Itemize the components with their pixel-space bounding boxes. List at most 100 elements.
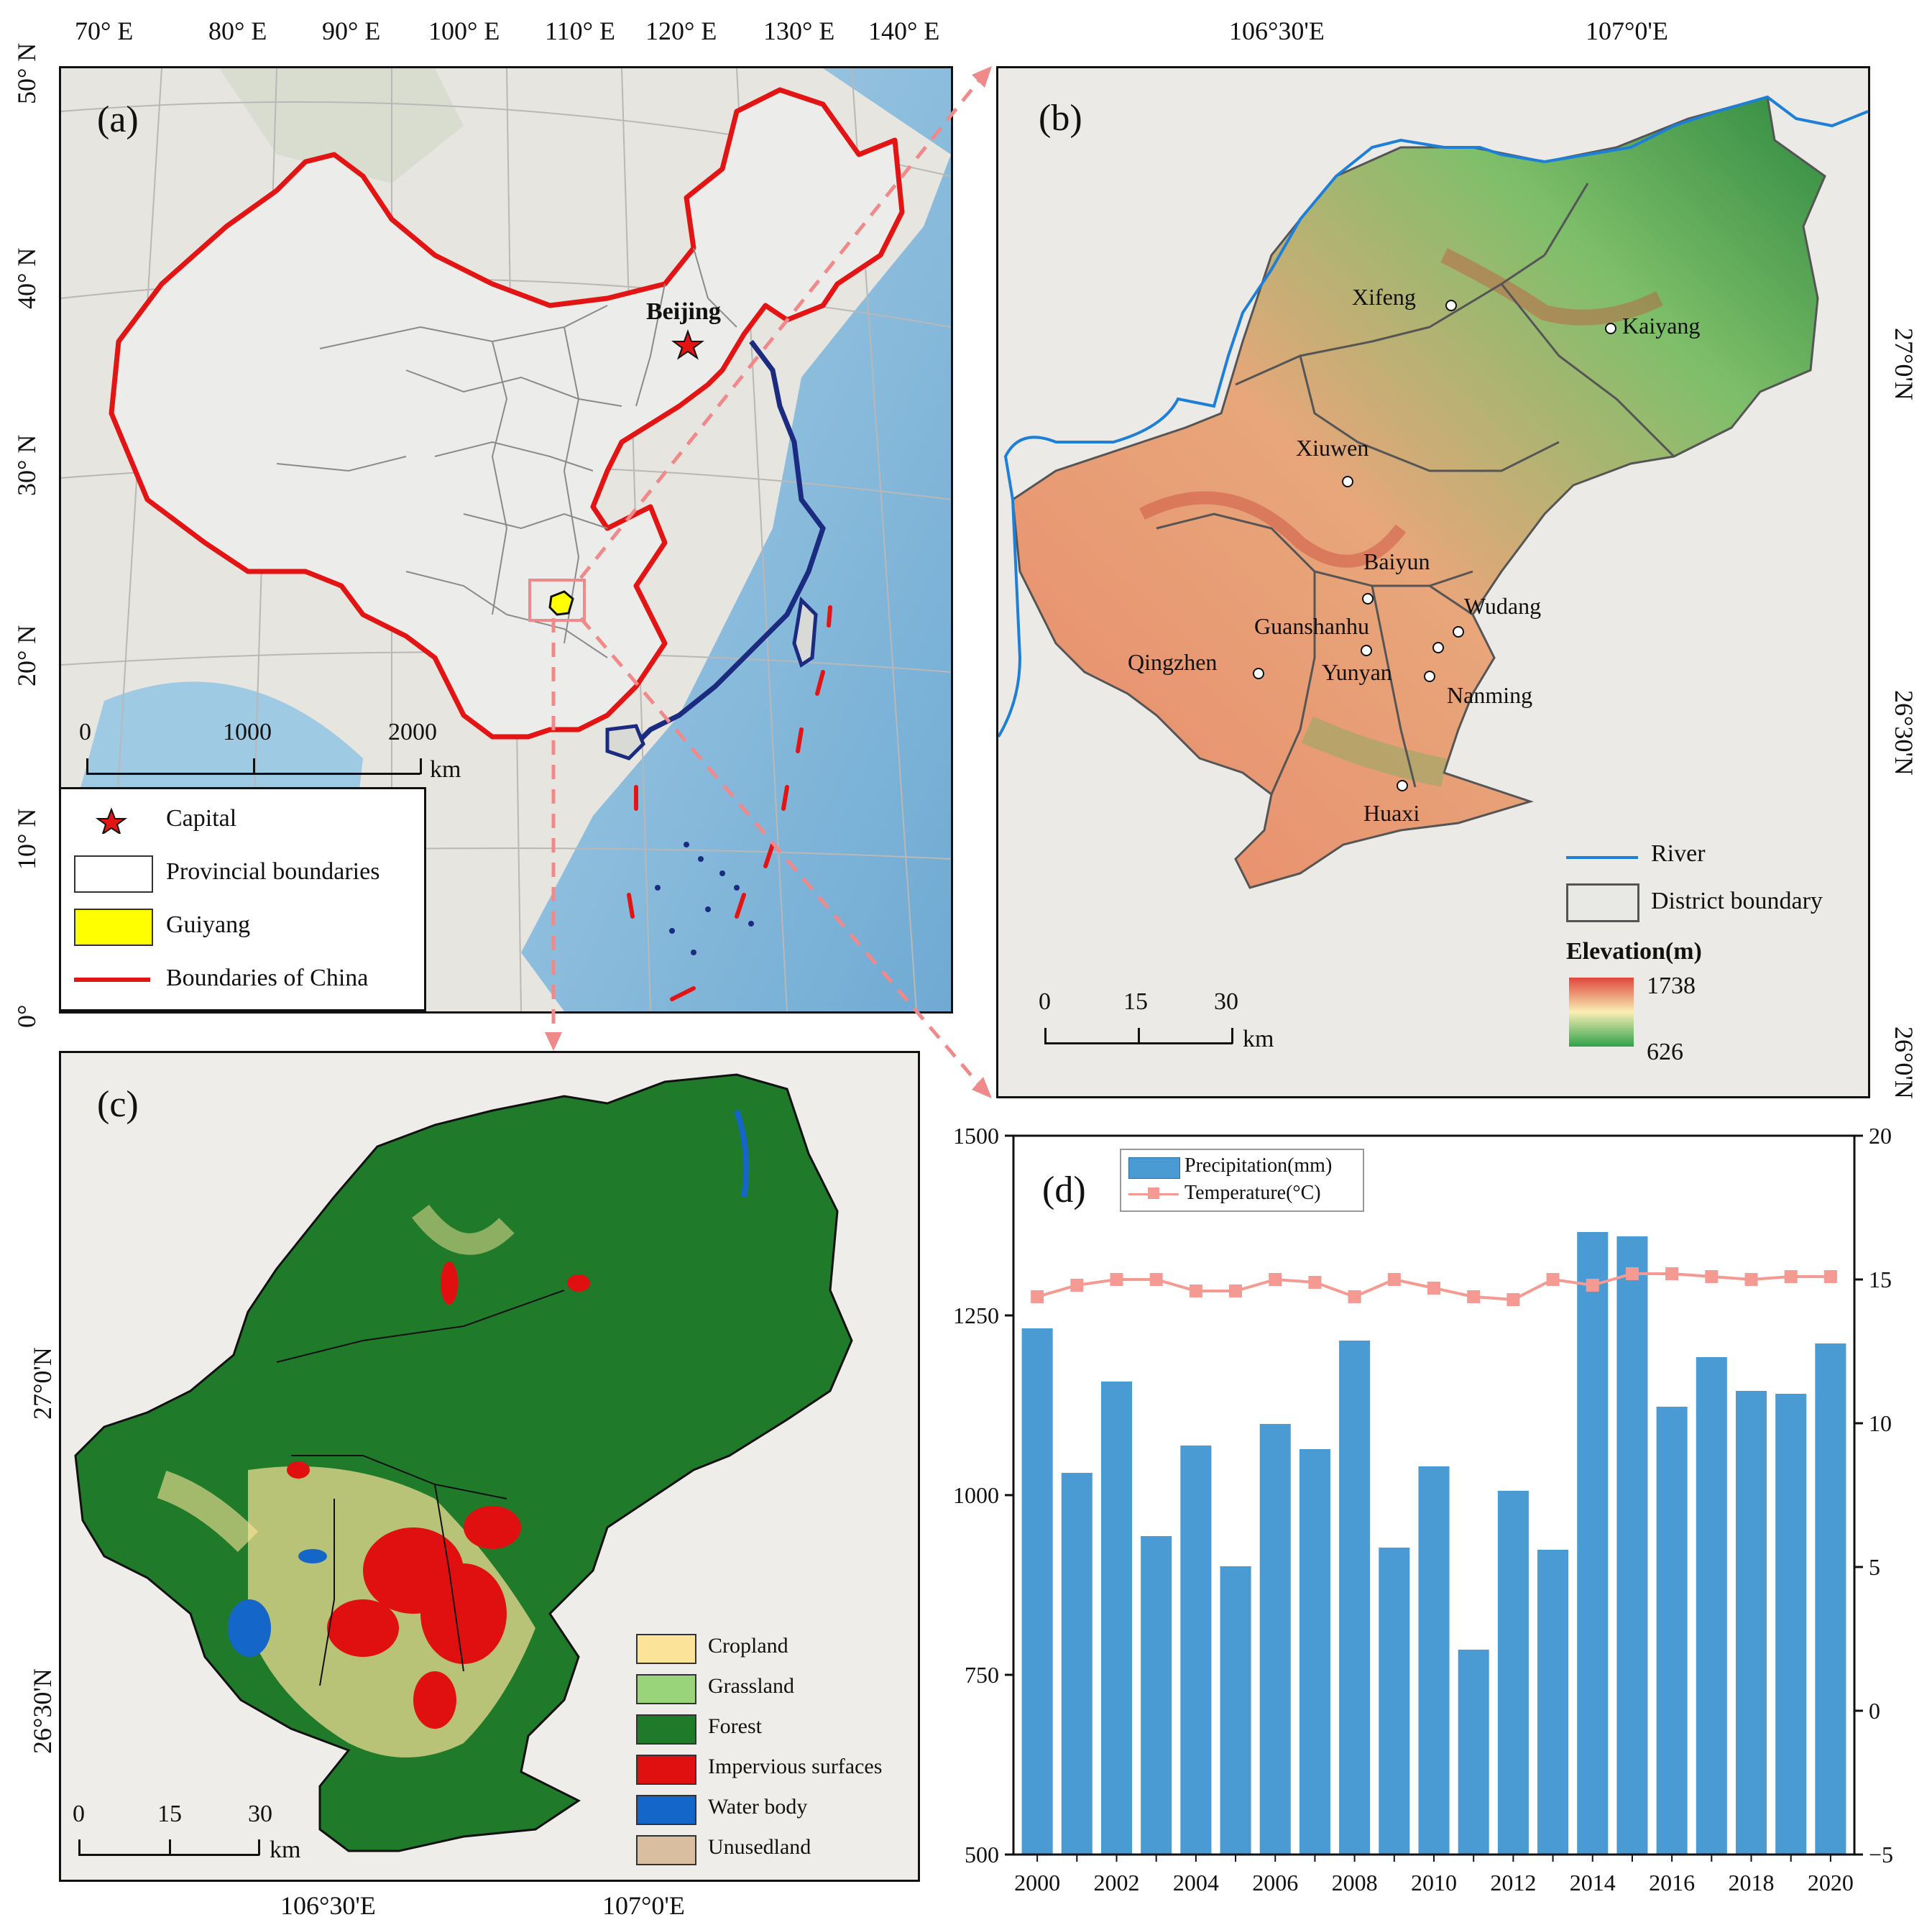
panel-c-scalebar: 0 15 30 km — [73, 1801, 301, 1863]
landuse-map-svg — [61, 1053, 918, 1880]
temperature-point — [1308, 1276, 1322, 1289]
lat-tick-a-0: 50° N — [12, 42, 41, 104]
lat-tick-a-2: 30° N — [12, 434, 41, 496]
y-right-tick-label: 0 — [1869, 1698, 1880, 1724]
panel-d-tag: (d) — [1042, 1170, 1086, 1210]
precip-bar — [1220, 1566, 1251, 1855]
guiyang-region — [548, 590, 574, 616]
label-qingzhen: Qingzhen — [1128, 649, 1218, 675]
legend-grassland-label: Grassland — [708, 1674, 794, 1698]
precip-bar — [1696, 1357, 1727, 1855]
lon-tick-b-1: 107°0'E — [1586, 17, 1668, 45]
lon-tick-a-4: 110° E — [545, 17, 616, 45]
y-right-tick-label: −5 — [1869, 1842, 1893, 1867]
x-tick-label: 2014 — [1570, 1870, 1616, 1895]
temperature-point — [1189, 1285, 1202, 1297]
temperature-point — [1348, 1290, 1361, 1303]
elevation-map-svg — [998, 68, 1868, 1096]
legend-elevation-min: 626 — [1647, 1039, 1683, 1065]
label-huaxi: Huaxi — [1363, 800, 1420, 826]
x-tick-label: 2016 — [1649, 1870, 1695, 1895]
precip-bar — [1061, 1473, 1092, 1855]
lon-tick-a-0: 70° E — [75, 17, 134, 45]
lon-tick-a-1: 80° E — [208, 17, 267, 45]
lon-tick-a-5: 120° E — [645, 17, 717, 45]
beijing-label: Beijing — [646, 298, 721, 325]
label-nanming: Nanming — [1447, 682, 1533, 708]
y-left-tick-label: 750 — [965, 1662, 999, 1688]
guiyang-extent-box — [528, 579, 586, 622]
lon-tick-a-7: 140° E — [868, 17, 940, 45]
precip-bar — [1379, 1548, 1410, 1855]
temperature-point — [1269, 1273, 1282, 1286]
legend-elevation-max: 1738 — [1647, 973, 1696, 999]
legend-provincial-swatch — [74, 855, 153, 893]
lat-tick-b-2: 26°0'N — [1890, 1026, 1918, 1099]
precip-bar — [1100, 1382, 1133, 1855]
x-tick-label: 2018 — [1729, 1870, 1775, 1895]
precip-bar — [1577, 1232, 1609, 1855]
legend-guiyang-swatch — [74, 909, 153, 946]
legend-boundary-label: Boundaries of China — [166, 965, 369, 991]
lat-tick-a-3: 20° N — [12, 625, 41, 686]
panel-c-legend: Cropland Grassland Forest Impervious sur… — [636, 1634, 909, 1878]
x-tick-label: 2000 — [1014, 1870, 1060, 1895]
river-line — [998, 95, 1868, 738]
panel-b-elevation-map: (b) Xifeng Kaiyang Xiuwen Baiyun Wudang … — [996, 66, 1870, 1098]
lat-tick-a-5: 0° — [12, 1004, 41, 1028]
legend-guiyang-label: Guiyang — [166, 911, 251, 938]
panel-d-legend: Precipitation(mm) Temperature(°C) — [1120, 1149, 1364, 1212]
y-right-tick-label: 10 — [1869, 1410, 1892, 1436]
legend-provincial-label: Provincial boundaries — [166, 858, 380, 885]
precip-bar — [1775, 1394, 1807, 1855]
legend-capital-star-icon — [95, 807, 128, 834]
label-yunyan: Yunyan — [1322, 659, 1392, 685]
legend-boundary-line — [74, 978, 150, 982]
y-left-tick-label: 1000 — [953, 1482, 999, 1508]
lon-tick-c-1: 107°0'E — [602, 1891, 685, 1920]
lon-tick-c-0: 106°30'E — [280, 1891, 376, 1920]
lon-tick-a-3: 100° E — [428, 17, 500, 45]
panel-b-legend: River District boundary Elevation(m) 173… — [1566, 830, 1854, 1089]
temperature-point — [1784, 1270, 1798, 1283]
label-guanshanhu: Guanshanhu — [1254, 613, 1369, 639]
lat-tick-a-1: 40° N — [12, 247, 41, 309]
lat-tick-b-0: 27°0'N — [1890, 328, 1918, 400]
lat-tick-c-0: 27°0'N — [28, 1347, 57, 1420]
precip-bar — [1418, 1466, 1450, 1855]
temperature-point — [1110, 1273, 1123, 1286]
temperature-point — [1467, 1290, 1481, 1303]
precip-bar — [1458, 1650, 1489, 1855]
x-tick-label: 2004 — [1173, 1870, 1219, 1895]
legend-river-label: River — [1651, 840, 1706, 867]
precip-bar — [1735, 1391, 1767, 1855]
lon-tick-a-6: 130° E — [763, 17, 835, 45]
label-xiuwen: Xiuwen — [1296, 435, 1369, 461]
y-left-tick-label: 500 — [965, 1842, 999, 1867]
legend-forest-label: Forest — [708, 1714, 762, 1738]
legend-district-label: District boundary — [1651, 888, 1823, 914]
panel-c-tag: (c) — [97, 1084, 139, 1125]
temperature-point — [1387, 1273, 1401, 1286]
x-tick-label: 2006 — [1252, 1870, 1298, 1895]
legend-district-swatch — [1566, 883, 1639, 922]
temperature-point — [1705, 1270, 1719, 1283]
temperature-point — [1665, 1267, 1679, 1280]
lon-tick-a-2: 90° E — [322, 17, 381, 45]
panel-a-legend: Capital Provincial boundaries Guiyang Bo… — [61, 787, 426, 1011]
label-wudang: Wudang — [1464, 593, 1542, 619]
label-kaiyang: Kaiyang — [1622, 313, 1701, 339]
temperature-point — [1586, 1279, 1599, 1292]
x-tick-label: 2002 — [1093, 1870, 1139, 1895]
label-baiyun: Baiyun — [1363, 548, 1430, 574]
precip-bar — [1497, 1491, 1529, 1855]
lat-tick-b-1: 26°30'N — [1890, 690, 1918, 776]
panel-d-climate-chart: 500 750 1000 1250 1500 −5 0 5 10 15 20 2000 2002 2004… — [953, 1123, 1893, 1895]
x-tick-label: 2008 — [1332, 1870, 1378, 1895]
legend-precip-label: Precipitation(mm) — [1184, 1154, 1333, 1177]
lat-tick-a-4: 10° N — [12, 808, 41, 870]
temperature-point — [1744, 1273, 1758, 1286]
precip-bar — [1299, 1449, 1330, 1855]
legend-unusedland-label: Unusedland — [708, 1835, 811, 1859]
precip-bar — [1021, 1328, 1053, 1855]
